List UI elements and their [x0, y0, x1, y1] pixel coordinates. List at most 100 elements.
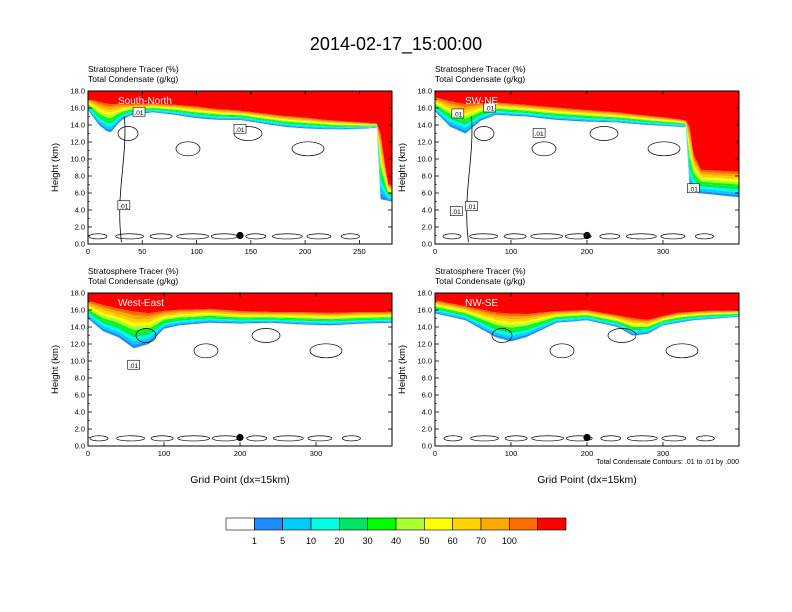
- condensate-contour: [271, 233, 303, 240]
- colorbar-label: 70: [476, 536, 486, 546]
- contour-label-box: [483, 102, 497, 113]
- location-marker: [236, 231, 244, 240]
- x-tick-label: 100: [190, 247, 203, 256]
- y-tick-label: 4.0: [75, 206, 85, 215]
- condensate-contour: [531, 141, 557, 157]
- colorbar-label: 5: [280, 536, 285, 546]
- y-tick-label: 18.0: [417, 289, 432, 298]
- condensate-contour: [695, 233, 714, 240]
- condensate-contour: [149, 233, 173, 240]
- condensate-contour: [116, 435, 145, 442]
- panel-label-tracer: Stratosphere Tracer (%): [88, 266, 179, 276]
- x-tick-label: 100: [505, 449, 518, 458]
- plot-area: .01 .01 .01 .01 .01 .01: [435, 91, 739, 244]
- x-tick-label: 0: [433, 449, 437, 458]
- condensate-contour: [309, 343, 343, 359]
- colorbar-swatch: [367, 517, 397, 531]
- condensate-contour: [442, 233, 462, 240]
- condensate-contour: [306, 233, 332, 240]
- y-tick-label: 6.0: [422, 189, 432, 198]
- colorbar-swatch: [424, 517, 453, 531]
- panel-south-north: .01 .01 .01 0.0 2.0 4.0 6.0 8.0 10.0 12.0 14.0 16.0…: [50, 64, 393, 256]
- tracer-band: [435, 293, 739, 320]
- condensate-contour: [177, 435, 211, 442]
- condensate-contour: [245, 233, 267, 240]
- panel-label-condensate: Total Condensate (g/kg): [88, 276, 178, 286]
- panel-inset-label: South-North: [118, 96, 172, 107]
- colorbar-label: 60: [448, 536, 458, 546]
- condensate-contour: [665, 343, 699, 359]
- y-tick-label: 18.0: [70, 87, 85, 96]
- contour-label: .01: [467, 204, 476, 211]
- y-tick-label: 12.0: [417, 138, 432, 147]
- condensate-contour: [625, 233, 657, 240]
- tracer-band: [88, 316, 392, 349]
- panel-label-tracer: Stratosphere Tracer (%): [435, 64, 526, 74]
- colorbar-swatch: [254, 517, 283, 531]
- colorbar-swatch: [537, 517, 567, 531]
- panel-label-condensate: Total Condensate (g/kg): [88, 74, 178, 84]
- location-marker: [583, 433, 591, 442]
- y-tick-label: 0.0: [422, 240, 432, 249]
- y-tick-label: 18.0: [417, 87, 432, 96]
- tracer-band: [88, 306, 392, 327]
- condensate-contour: [443, 435, 463, 442]
- y-tick-label: 0.0: [422, 442, 432, 451]
- x-tick-label: 150: [245, 247, 258, 256]
- condensate-contour: [150, 435, 174, 442]
- x-tick-label: 200: [581, 449, 594, 458]
- condensate-contour: [469, 233, 498, 240]
- condensate-contour: [193, 343, 219, 359]
- x-tick-label: 200: [299, 247, 312, 256]
- condensate-contour: [88, 233, 108, 240]
- y-tick-label: 10.0: [417, 357, 432, 366]
- colorbar-swatch: [339, 517, 368, 531]
- condensate-contour: [660, 233, 686, 240]
- x-tick-label: 0: [86, 449, 90, 458]
- y-tick-label: 6.0: [75, 189, 85, 198]
- condensate-contour: [549, 343, 575, 359]
- contour-footnote: Total Condensate Contours: .01 to .01 by…: [596, 459, 739, 466]
- tracer-band: [435, 306, 739, 331]
- y-tick-label: 10.0: [417, 155, 432, 164]
- condensate-contour: [696, 435, 715, 442]
- condensate-contour: [135, 328, 157, 343]
- y-tick-label: 6.0: [422, 391, 432, 400]
- colorbar: 1 5 10 20 30 40 50 60 70 100: [225, 517, 567, 546]
- contour-label-box: [465, 201, 478, 211]
- y-tick-label: 16.0: [417, 104, 432, 113]
- x-tick-label: 200: [581, 247, 594, 256]
- colorbar-label: 10: [306, 536, 316, 546]
- y-tick-label: 8.0: [75, 374, 85, 383]
- colorbar-label: 30: [363, 536, 373, 546]
- condensate-contour: [647, 141, 681, 157]
- panel-nw-se: 0.0 2.0 4.0 6.0 8.0 10.0 12.0 14.0 16.0 18.0 0 100 2…: [397, 266, 740, 486]
- x-tick-label: 300: [310, 449, 323, 458]
- condensate-contour: [564, 233, 592, 240]
- panel-west-east: .01 0.0 2.0 4.0 6.0 8.0 10.0 12.0 14.0 16.0 18.0 0 1…: [50, 266, 393, 486]
- tracer-band: [88, 307, 392, 330]
- condensate-contour: [589, 126, 619, 141]
- y-axis-label: Height (km): [397, 143, 408, 192]
- y-tick-label: 2.0: [75, 425, 85, 434]
- condensate-contour: [599, 233, 621, 240]
- contour-label-box: [132, 106, 146, 117]
- tracer-band: [435, 91, 739, 172]
- contour-label-box: [451, 108, 465, 119]
- y-tick-label: 0.0: [75, 240, 85, 249]
- condensate-contour: [626, 435, 658, 442]
- plot-area: [435, 293, 739, 446]
- condensate-contour: [503, 233, 527, 240]
- tracer-band: [435, 98, 739, 177]
- condensate-contour: [473, 126, 495, 141]
- y-tick-label: 12.0: [70, 340, 85, 349]
- tracer-band: [435, 97, 739, 175]
- colorbar-label: 20: [334, 536, 344, 546]
- x-tick-label: 100: [505, 247, 518, 256]
- condensate-contour: [115, 233, 144, 240]
- condensate-contour: [661, 435, 687, 442]
- condensate-contour: [251, 328, 281, 343]
- x-tick-label: 50: [138, 247, 146, 256]
- tracer-band: [435, 301, 739, 323]
- condensate-contour: [117, 126, 139, 141]
